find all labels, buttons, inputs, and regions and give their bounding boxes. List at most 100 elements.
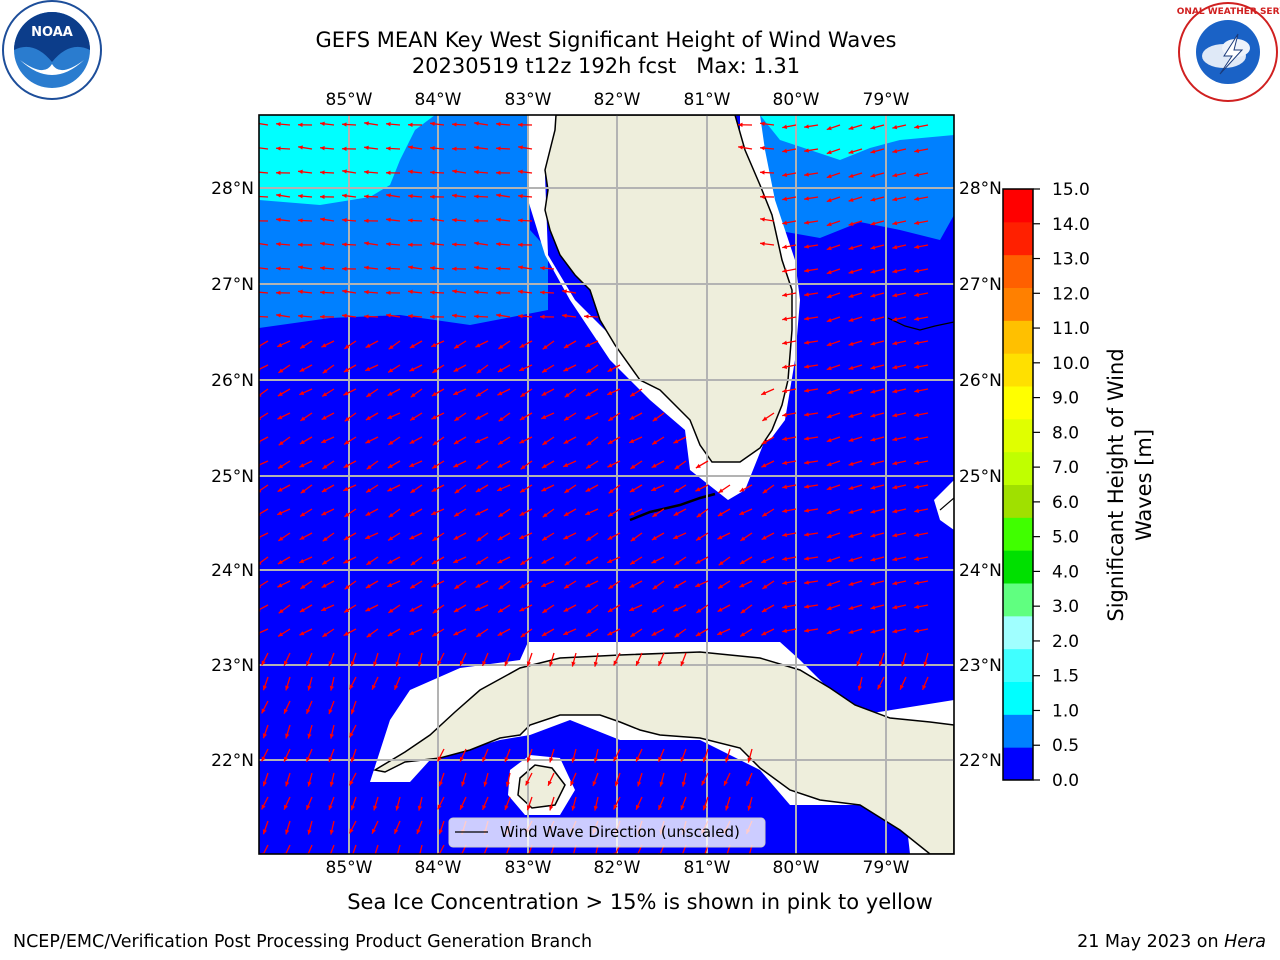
lat-tick-label: 23°N (211, 656, 254, 676)
wind-arrow (651, 436, 665, 445)
colorbar-segment (1003, 747, 1033, 781)
wind-arrow (277, 412, 291, 420)
colorbar-tick-label: 5.0 (1052, 528, 1079, 548)
wind-arrow (520, 556, 533, 566)
wind-arrow (914, 628, 929, 633)
footer-date: 21 May 2023 on Hera (1077, 932, 1266, 952)
wind-arrow (495, 290, 511, 296)
wind-arrow (341, 266, 357, 272)
wind-arrow (328, 700, 335, 715)
wind-arrow (914, 364, 929, 369)
wind-arrow (475, 484, 489, 493)
wind-arrow (585, 628, 599, 637)
wind-arrow (387, 484, 401, 492)
wind-arrow (826, 460, 841, 467)
wind-arrow (659, 772, 665, 787)
wind-arrow (584, 340, 599, 348)
wind-arrow (681, 772, 687, 787)
wind-arrow (429, 266, 445, 271)
wind-arrow (409, 412, 423, 421)
wind-arrow (892, 364, 907, 370)
wind-arrow (760, 217, 775, 222)
wind-arrow (694, 580, 709, 588)
wind-arrow (496, 313, 511, 318)
lon-tick-label: 84°W (415, 858, 462, 878)
wind-arrow (417, 796, 423, 811)
colorbar-segment (1003, 615, 1033, 650)
wind-arrow (259, 147, 269, 150)
wind-arrow (452, 388, 467, 396)
wind-arrow (299, 628, 313, 636)
wind-arrow (431, 412, 445, 420)
wind-arrow (262, 724, 269, 739)
wind-arrow (541, 364, 555, 373)
wind-arrow (539, 266, 555, 271)
wind-arrow (652, 412, 665, 422)
wind-arrow (804, 556, 819, 561)
wind-arrow (385, 146, 401, 151)
wind-arrow (650, 484, 665, 492)
wind-arrow (321, 484, 335, 493)
wind-arrow (628, 604, 643, 612)
wind-arrow (297, 242, 313, 248)
wind-arrow (259, 315, 269, 318)
wind-arrow (305, 700, 313, 715)
land-bahamas-south (939, 497, 954, 511)
wind-arrow (607, 508, 621, 517)
colorbar-tick-label: 15.0 (1052, 180, 1090, 200)
wind-arrow (307, 676, 313, 691)
wind-arrow (826, 580, 841, 587)
wind-arrow (453, 604, 467, 613)
wind-arrow (262, 820, 269, 835)
wind-arrow (695, 532, 709, 541)
wind-arrow (629, 556, 643, 565)
wind-arrow (717, 508, 731, 517)
wind-arrow (517, 218, 533, 223)
wind-arrow (321, 556, 335, 565)
wind-arrow (562, 628, 577, 636)
wind-arrow (870, 292, 885, 298)
wind-arrow (608, 580, 621, 590)
wind-arrow (914, 244, 929, 249)
wind-arrow (431, 556, 445, 565)
wind-arrow (584, 508, 599, 516)
lon-tick-label: 80°W (773, 90, 820, 110)
wind-arrow (305, 796, 313, 811)
wind-arrow (696, 604, 709, 614)
wind-arrow (495, 122, 511, 127)
land-bahamas-north (887, 317, 954, 331)
wind-arrow (782, 292, 797, 297)
land-florida (544, 115, 793, 463)
wind-arrow (452, 556, 467, 564)
lat-tick-label: 27°N (959, 275, 1002, 295)
colorbar-tick-label: 10.0 (1052, 354, 1090, 374)
wind-arrow (614, 772, 621, 787)
wind-arrow (571, 748, 577, 763)
wind-arrow (504, 652, 511, 667)
noaa-logo: NOAA (2, 0, 102, 100)
wind-arrow (804, 220, 819, 225)
wind-arrow (393, 820, 401, 835)
wind-arrow (564, 556, 577, 566)
wind-arrow (914, 388, 929, 393)
wind-arrow (870, 124, 885, 130)
lat-tick-label: 28°N (959, 179, 1002, 199)
wind-arrow (804, 484, 819, 489)
wind-arrow (782, 532, 797, 537)
wind-arrow (297, 314, 313, 319)
wind-arrow (429, 146, 445, 151)
colorbar-tick-label: 6.0 (1052, 493, 1079, 513)
wind-arrow (848, 532, 863, 538)
wind-arrow (328, 748, 335, 763)
wind-arrow (759, 146, 775, 151)
lat-tick-label: 22°N (211, 751, 254, 771)
lat-tick-label: 23°N (959, 656, 1002, 676)
colorbar-label-line1: Significant Height of Wind (1104, 348, 1128, 621)
wind-arrow (607, 460, 621, 468)
wind-arrow (344, 580, 357, 590)
wind-arrow (276, 508, 291, 516)
colorbar-segment (1003, 517, 1033, 551)
wind-arrow (453, 436, 467, 445)
wind-arrow (453, 628, 467, 636)
wind-arrow (804, 460, 819, 465)
